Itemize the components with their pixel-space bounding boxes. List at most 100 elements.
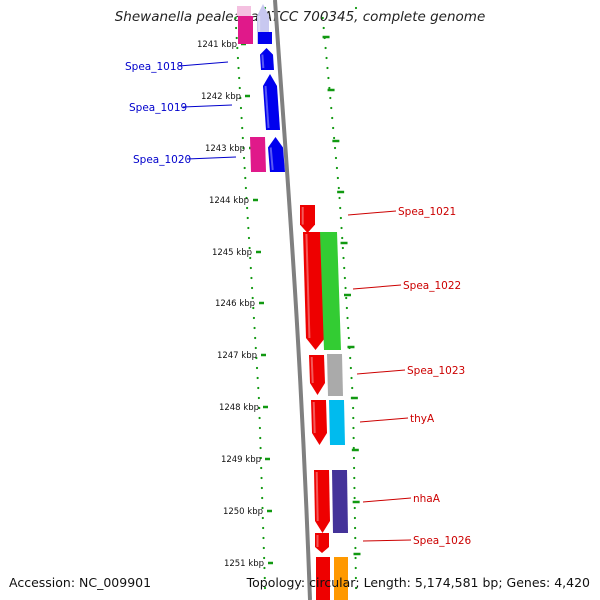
guide-dot — [354, 536, 357, 540]
guide-dot — [251, 296, 254, 300]
guide-dot — [333, 146, 337, 150]
guide-dot — [330, 106, 333, 110]
gene-label-right: thyA — [410, 413, 435, 425]
guide-dot — [352, 436, 355, 440]
tick-label: 1246 kbp — [215, 299, 255, 309]
label-leader — [352, 284, 402, 290]
gene-red — [309, 355, 325, 395]
guide-dot — [242, 156, 246, 160]
topology-text: Topology: circular; Length: 5,174,581 bp… — [246, 575, 590, 590]
guide-dot — [354, 546, 357, 550]
gene-label-right: nhaA — [413, 493, 441, 505]
guide-dot — [259, 436, 262, 440]
tick-label: 1249 kbp — [221, 455, 261, 465]
guide-dot — [263, 556, 266, 560]
guide-dot — [256, 376, 259, 380]
guide-dot — [241, 136, 244, 140]
guide-dot — [261, 516, 264, 520]
guide-dot — [337, 186, 340, 190]
guide-dot — [254, 336, 257, 340]
guide-dot — [341, 246, 344, 250]
guide-dot — [353, 506, 356, 510]
guide-dot — [332, 136, 336, 140]
label-leader — [362, 539, 412, 542]
guide-dot — [239, 106, 243, 110]
guide-dot — [354, 556, 357, 560]
guide-dot — [334, 156, 338, 160]
guide-dot — [258, 406, 261, 410]
guide-dot — [235, 26, 238, 30]
guide-dot — [257, 386, 260, 390]
guide-dot — [352, 426, 355, 430]
guide-dot — [327, 76, 330, 80]
guide-dot — [350, 376, 353, 380]
guide-dot — [349, 366, 352, 370]
guide-dot — [332, 126, 335, 130]
title: Shewanella pealeana ATCC 700345, complet… — [114, 9, 486, 25]
gene-red — [300, 205, 315, 233]
tick-label: 1250 kbp — [223, 507, 263, 517]
guide-dot — [259, 456, 262, 460]
label-leader — [186, 156, 237, 160]
guide-dot — [347, 336, 350, 340]
gene-blue-shine — [264, 85, 270, 129]
tick-label: 1248 kbp — [219, 403, 259, 413]
gene-red — [316, 557, 330, 600]
gene-label-right: Spea_1022 — [403, 280, 461, 292]
gene-red — [315, 533, 329, 553]
guide-dot — [255, 366, 259, 370]
guide-dot — [351, 386, 354, 390]
guide-dot — [338, 196, 341, 200]
guide-dot — [254, 346, 257, 350]
gene-red — [303, 232, 325, 350]
gene-blue — [258, 32, 272, 44]
guide-dot — [325, 56, 328, 60]
gene-pink — [237, 6, 251, 16]
guide-dot — [353, 516, 357, 520]
tick-label: 1241 kbp — [197, 40, 237, 50]
guide-dot — [352, 406, 355, 410]
label-leader — [182, 104, 233, 108]
gene-label-left: Spea_1018 — [125, 61, 183, 73]
guide-dot — [248, 246, 251, 250]
gene-red — [311, 400, 327, 445]
guide-dot — [243, 166, 246, 170]
guide-dot — [321, 16, 324, 20]
gene-red-shine — [310, 356, 314, 384]
gene-blue — [263, 74, 280, 130]
guide-dot — [354, 6, 358, 10]
guide-dot — [247, 236, 251, 240]
gene-blue-shine — [261, 54, 265, 69]
guide-dot — [252, 316, 256, 320]
guide-dot — [242, 146, 245, 150]
guide-dot — [263, 566, 266, 570]
guide-dot — [331, 116, 334, 120]
guide-dot — [339, 206, 342, 210]
tick-label: 1245 kbp — [212, 248, 252, 258]
guide-dot — [244, 186, 247, 190]
guide-dot — [352, 416, 355, 420]
guide-dot — [353, 476, 356, 480]
guide-dot — [339, 216, 342, 220]
gene-purple — [332, 470, 348, 533]
gene-green — [320, 232, 341, 350]
guide-dot — [262, 546, 265, 550]
label-leader — [359, 417, 409, 423]
guide-dot — [244, 176, 247, 180]
gene-orange — [334, 557, 348, 600]
guide-dot — [263, 576, 266, 580]
guide-dot — [246, 216, 249, 220]
guide-dot — [250, 276, 253, 280]
guide-dot — [238, 76, 241, 80]
guide-dot — [236, 46, 239, 50]
gene-cyan — [329, 400, 345, 445]
guide-dot — [262, 526, 265, 530]
accession-text: Accession: NC_009901 — [9, 575, 152, 590]
guide-dot — [349, 356, 352, 360]
guide-dot — [342, 256, 345, 260]
guide-dot — [263, 586, 267, 590]
gene-red-shine — [305, 233, 311, 339]
tick-label: 1251 kbp — [224, 559, 264, 569]
guide-dot — [340, 226, 343, 230]
